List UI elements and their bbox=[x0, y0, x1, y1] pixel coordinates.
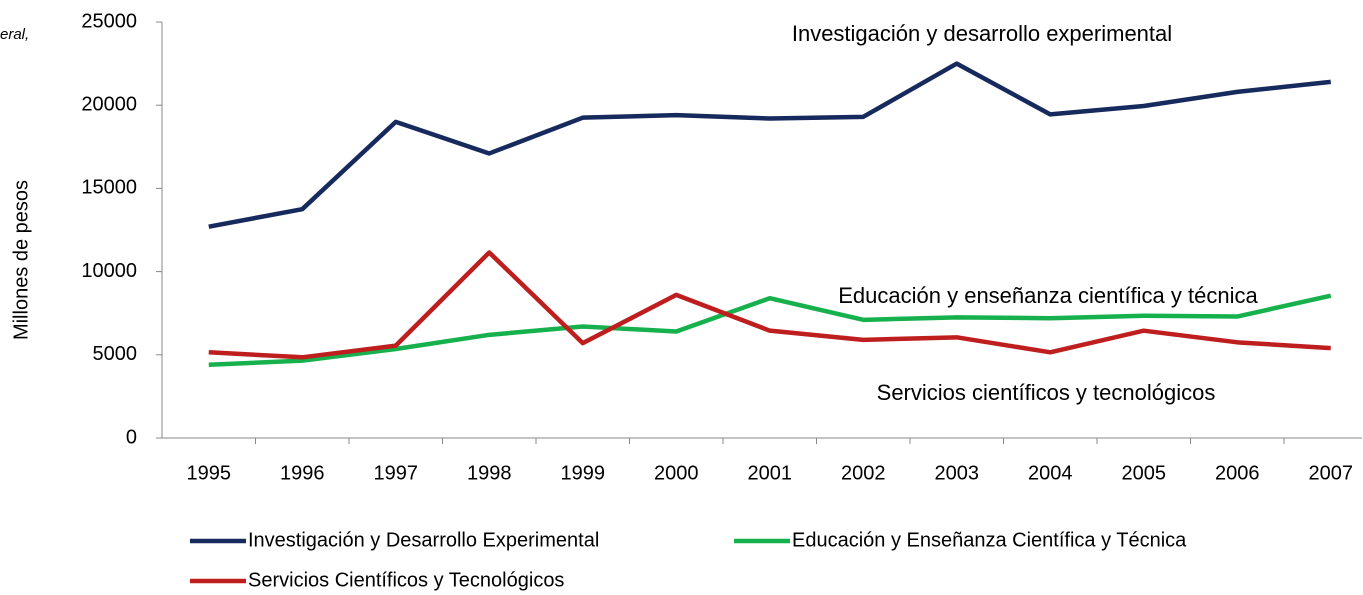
y-tick-label: 15000 bbox=[81, 177, 137, 199]
line-series bbox=[208, 61, 1331, 229]
x-tick-label: 2001 bbox=[748, 462, 793, 484]
x-tick-label: 1999 bbox=[561, 462, 606, 484]
y-tick-label: 10000 bbox=[81, 260, 137, 282]
legend-label: Servicios Científicos y Tecnológicos bbox=[248, 569, 564, 591]
x-tick-label: 2005 bbox=[1122, 462, 1167, 484]
line-series bbox=[208, 293, 1332, 368]
x-tick-label: 1996 bbox=[280, 462, 325, 484]
y-axis-label: Millones de pesos bbox=[10, 180, 32, 340]
x-tick-label: 2003 bbox=[935, 462, 980, 484]
annotation: Educación y enseñanza científica y técni… bbox=[838, 283, 1258, 308]
legend-label: Educación y Enseñanza Científica y Técni… bbox=[792, 529, 1187, 551]
x-tick-label: 2000 bbox=[654, 462, 699, 484]
annotation: Servicios científicos y tecnológicos bbox=[877, 380, 1216, 405]
x-tick-label: 2007 bbox=[1309, 462, 1354, 484]
x-tick-label: 2006 bbox=[1215, 462, 1260, 484]
x-tick-label: 1995 bbox=[187, 462, 232, 484]
y-tick-label: 0 bbox=[126, 426, 137, 448]
x-tick-label: 1998 bbox=[467, 462, 512, 484]
annotation: Investigación y desarrollo experimental bbox=[792, 21, 1172, 46]
fragment-text: eral, bbox=[0, 26, 29, 43]
y-tick-label: 20000 bbox=[81, 93, 137, 115]
x-tick-label: 2002 bbox=[841, 462, 886, 484]
y-tick-label: 25000 bbox=[81, 10, 137, 32]
legend-label: Investigación y Desarrollo Experimental bbox=[248, 529, 599, 551]
y-tick-label: 5000 bbox=[93, 343, 138, 365]
x-tick-label: 1997 bbox=[374, 462, 419, 484]
x-tick-label: 2004 bbox=[1028, 462, 1073, 484]
line-series bbox=[208, 250, 1331, 360]
